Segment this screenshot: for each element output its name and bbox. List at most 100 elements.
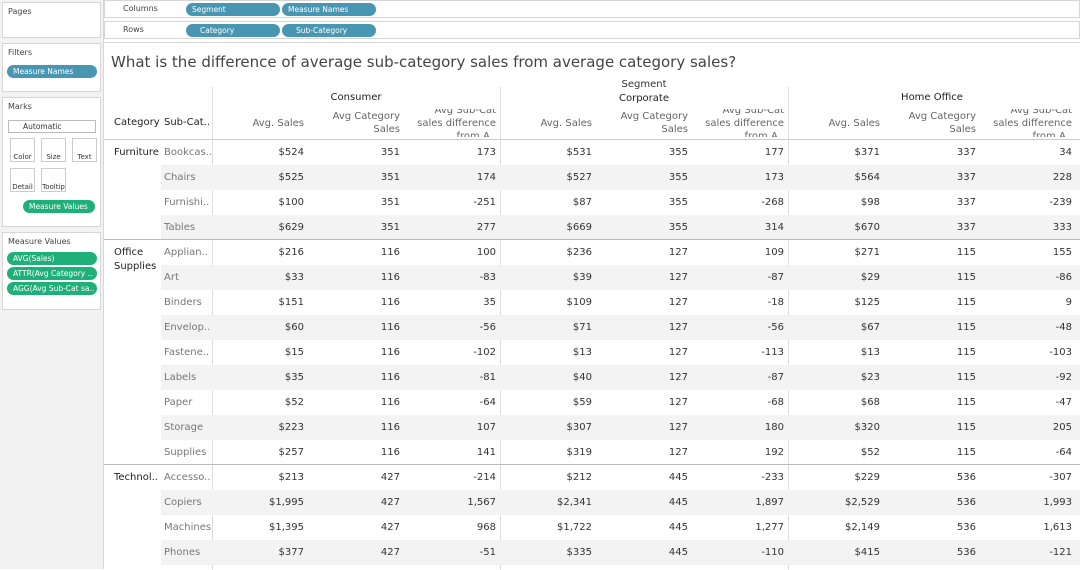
cell: 109 xyxy=(764,247,784,258)
cell: 115 xyxy=(956,322,976,333)
subcategory-label: Art xyxy=(164,272,179,283)
cell: -214 xyxy=(473,472,496,483)
cell: 427 xyxy=(380,497,400,508)
measure-pill[interactable]: ATTR(Avg Category .. xyxy=(7,267,97,280)
cell: 127 xyxy=(668,322,688,333)
cell: 173 xyxy=(764,172,784,183)
cell: $524 xyxy=(278,147,304,158)
cell: 337 xyxy=(956,172,976,183)
cell: 116 xyxy=(380,322,400,333)
cell: -68 xyxy=(767,397,784,408)
measure-pill[interactable]: AGG(Avg Sub-Cat sa.. xyxy=(7,282,97,295)
cell: 1,613 xyxy=(1043,522,1072,533)
cell: $2,341 xyxy=(557,497,592,508)
cell: -56 xyxy=(767,322,784,333)
cell: 177 xyxy=(764,147,784,158)
filter-pill[interactable]: Measure Names xyxy=(7,65,97,78)
cell: 127 xyxy=(668,397,688,408)
cell: -64 xyxy=(479,397,496,408)
cell: 351 xyxy=(380,147,400,158)
measure-values-title: Measure Values xyxy=(8,237,71,246)
cell: -103 xyxy=(1049,347,1072,358)
cell: $2,149 xyxy=(845,522,880,533)
cell: $564 xyxy=(854,172,880,183)
subcategory-label: Furnishi.. xyxy=(164,197,210,208)
subcategory-label: Copiers xyxy=(164,497,202,508)
cell: $109 xyxy=(566,297,592,308)
cell: 115 xyxy=(956,247,976,258)
row-pill[interactable]: Category xyxy=(186,24,280,37)
cell: 277 xyxy=(476,222,496,233)
segment-label: Corporate xyxy=(619,93,669,104)
measure-header: Avg Sub-Cat sales difference from A.. xyxy=(993,109,1072,137)
row-header: Category xyxy=(114,117,160,128)
cell: -110 xyxy=(761,547,784,558)
measure-header: Avg Category Sales xyxy=(908,111,976,135)
subcategory-label: Phones xyxy=(164,547,201,558)
subcategory-label: Envelop.. xyxy=(164,322,211,333)
marks-card: Marks Automatic Color Size Text Detail T… xyxy=(2,97,101,227)
mark-type-dropdown[interactable]: Automatic xyxy=(8,120,96,133)
subcategory-label: Paper xyxy=(164,397,193,408)
cell: -81 xyxy=(479,372,496,383)
cell: 427 xyxy=(380,547,400,558)
cell: $377 xyxy=(278,547,304,558)
size-button[interactable]: Size xyxy=(41,138,66,162)
row-pill[interactable]: Sub-Category xyxy=(282,24,376,37)
cell: 205 xyxy=(1052,422,1072,433)
text-button[interactable]: Text xyxy=(72,138,97,162)
cell: $216 xyxy=(278,247,304,258)
crosstab: Segment Consumer Avg. Sales Avg Category Sa… xyxy=(104,43,1080,570)
measure-pill[interactable]: AVG(Sales) xyxy=(7,252,97,265)
cell: 333 xyxy=(1052,222,1072,233)
marks-pill[interactable]: Measure Values xyxy=(23,200,95,213)
measure-values-card: Measure Values AVG(Sales) ATTR(Avg Categ… xyxy=(2,232,101,310)
subcategory-label: Supplies xyxy=(164,447,207,458)
cell: 116 xyxy=(380,397,400,408)
cell: 115 xyxy=(956,397,976,408)
cell: 337 xyxy=(956,222,976,233)
cell: 427 xyxy=(380,522,400,533)
marks-title: Marks xyxy=(8,102,32,111)
cell: 155 xyxy=(1052,247,1072,258)
segment-label: Home Office xyxy=(901,92,963,103)
cell: $629 xyxy=(278,222,304,233)
category-label: Furniture xyxy=(114,147,159,158)
column-pill[interactable]: Measure Names xyxy=(282,3,376,16)
cell: $39 xyxy=(572,272,592,283)
cell: $1,395 xyxy=(269,522,304,533)
cell: 445 xyxy=(668,497,688,508)
cell: 115 xyxy=(956,422,976,433)
cell: 351 xyxy=(380,197,400,208)
cell: $525 xyxy=(278,172,304,183)
cell: -48 xyxy=(1055,322,1072,333)
cell: 116 xyxy=(380,422,400,433)
cell: -87 xyxy=(767,272,784,283)
cell: 174 xyxy=(476,172,496,183)
cell: $87 xyxy=(572,197,592,208)
tooltip-button[interactable]: Tooltip xyxy=(41,168,66,192)
cell: 337 xyxy=(956,147,976,158)
measure-header: Avg. Sales xyxy=(252,117,305,129)
subcategory-label: Bookcas.. xyxy=(164,147,211,158)
category-label: Technol.. xyxy=(114,472,158,483)
cell: $13 xyxy=(860,347,880,358)
cell: 35 xyxy=(483,297,496,308)
header-rule xyxy=(104,139,1080,140)
measure-header: Avg Category Sales xyxy=(620,111,688,135)
cell: -86 xyxy=(1055,272,1072,283)
row-band xyxy=(161,165,1080,190)
cell: 337 xyxy=(956,197,976,208)
cell: -102 xyxy=(473,347,496,358)
cell: 116 xyxy=(380,247,400,258)
cell: 116 xyxy=(380,297,400,308)
detail-button[interactable]: Detail xyxy=(10,168,35,192)
column-pill[interactable]: Segment xyxy=(186,3,280,16)
color-button[interactable]: Color xyxy=(10,138,35,162)
cell: $271 xyxy=(854,247,880,258)
cell: 1,897 xyxy=(755,497,784,508)
cell: $15 xyxy=(284,347,304,358)
cell: 228 xyxy=(1052,172,1072,183)
columns-shelf: Columns Segment Measure Names xyxy=(104,0,1080,18)
